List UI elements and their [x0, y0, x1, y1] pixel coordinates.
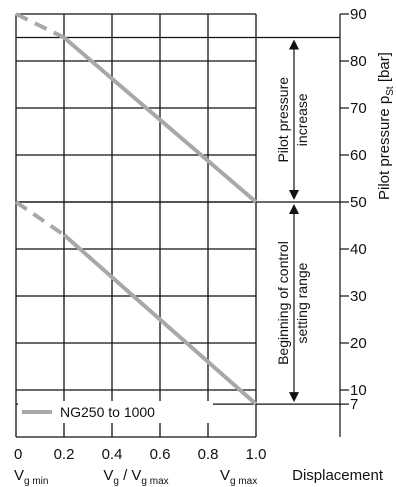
y-tick-label: 80 [350, 53, 367, 70]
y-tick-label: 7 [350, 396, 358, 413]
annotation-arrow-head [289, 39, 299, 50]
y-tick-label: 60 [350, 147, 367, 164]
y-tick-label: 90 [350, 6, 367, 23]
annotation-label: Pilot pressure [275, 77, 291, 163]
y-axis: 90 80 70 60 50 40 30 20 107 Pilot pressure pSt [b… [339, 6, 396, 437]
y-axis-title: Pilot pressure pSt [bar] [376, 52, 396, 200]
y-tick-label: 10 [350, 382, 367, 399]
annotation-label: Beginning of control [275, 241, 291, 365]
series-segment [15, 12, 65, 40]
series-lines [14, 12, 258, 406]
x-axis-title: Displacement [292, 467, 384, 484]
y-tick-label: 40 [350, 241, 367, 258]
annotation-arrow-head [289, 392, 299, 403]
x-sublabel-min: Vg min [14, 467, 48, 487]
x-tick-label: 0.8 [198, 446, 219, 463]
x-tick-label: 0.6 [150, 446, 171, 463]
legend-box [18, 401, 213, 423]
annotation-label: setting range [294, 262, 310, 343]
y-tick-label: 50 [350, 194, 367, 211]
annotation-label: increase [294, 93, 310, 146]
x-tick-label: 1.0 [246, 446, 267, 463]
annotation-arrow-head [289, 204, 299, 214]
x-sublabel-middle: Vg / Vg max [103, 467, 168, 487]
x-tick-label: 0.4 [102, 446, 123, 463]
x-tick-label: 0.2 [54, 446, 75, 463]
x-sublabel-max: Vg max [220, 467, 257, 487]
y-tick-label: 70 [350, 100, 367, 117]
x-tick-label: 0 [14, 446, 22, 463]
legend: NG250 to 1000 [18, 401, 213, 423]
x-axis: 0 0.2 0.4 0.6 0.8 1.0 Vg min Vg / Vg max Vg max D… [14, 446, 384, 487]
y-tick-label: 30 [350, 288, 367, 305]
y-tick-label: 20 [350, 335, 367, 352]
annotations: Pilot pressure increase Beginning of contr… [275, 39, 310, 403]
series-segment [62, 35, 258, 204]
series-segment [14, 200, 66, 237]
annotation-arrow-head [289, 190, 299, 200]
legend-label: NG250 to 1000 [60, 404, 155, 420]
series-segment [62, 233, 258, 406]
